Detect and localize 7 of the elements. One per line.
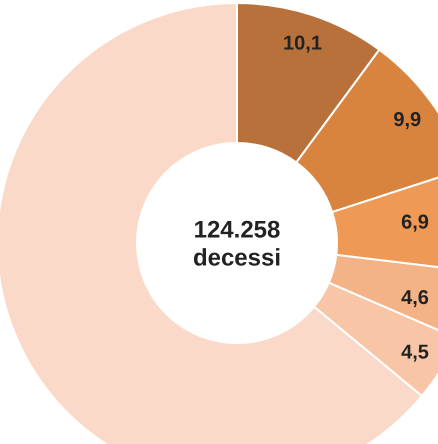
data-label: 10,1 [283, 32, 322, 54]
data-label: 4,5 [401, 342, 429, 364]
data-label: 4,6 [401, 286, 429, 309]
text: decessi [192, 244, 282, 272]
data-label: 9,9 [393, 109, 422, 132]
data-label: 6,9 [401, 212, 429, 234]
text: 124.258 [194, 216, 280, 244]
